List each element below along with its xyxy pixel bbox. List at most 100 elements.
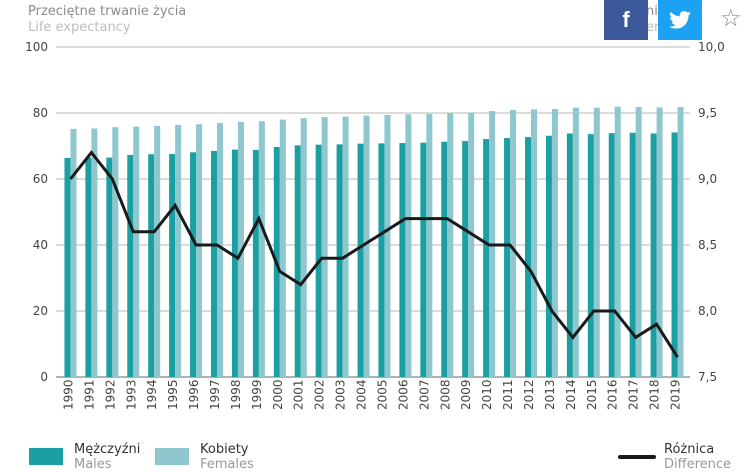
bar-females bbox=[364, 116, 370, 377]
x-tick-label: 2010 bbox=[480, 379, 494, 410]
bar-females bbox=[594, 108, 600, 377]
bar-females bbox=[259, 121, 265, 377]
bar-males bbox=[337, 144, 343, 377]
difference-line bbox=[70, 153, 677, 358]
bar-females bbox=[175, 125, 181, 377]
x-tick-label: 2014 bbox=[564, 379, 578, 410]
bar-males bbox=[64, 158, 70, 377]
right-tick-label: 9,0 bbox=[698, 172, 717, 186]
x-tick-label: 1997 bbox=[208, 379, 222, 410]
bar-males bbox=[295, 145, 301, 377]
right-tick-label: 10,0 bbox=[698, 40, 725, 54]
bar-females bbox=[468, 113, 474, 377]
x-tick-label: 2009 bbox=[459, 379, 473, 410]
right-tick-label: 8,5 bbox=[698, 238, 717, 252]
bar-females bbox=[447, 113, 453, 377]
bar-males bbox=[127, 155, 133, 377]
bar-males bbox=[546, 136, 552, 377]
bar-females bbox=[280, 120, 286, 377]
bar-males bbox=[169, 154, 175, 377]
bar-females bbox=[657, 107, 663, 377]
x-tick-label: 1992 bbox=[103, 379, 117, 410]
facebook-icon: f bbox=[622, 7, 629, 33]
bars bbox=[64, 107, 683, 377]
bar-females bbox=[678, 107, 684, 377]
bar-males bbox=[588, 134, 594, 377]
bar-males bbox=[148, 154, 154, 377]
right-tick-label: 8,0 bbox=[698, 304, 717, 318]
bar-females bbox=[322, 117, 328, 377]
bar-males bbox=[232, 150, 238, 377]
legend-label-difference-pl: Różnica bbox=[664, 442, 714, 457]
x-tick-label: 1999 bbox=[250, 379, 264, 410]
x-tick-label: 2004 bbox=[355, 379, 369, 410]
bar-females bbox=[552, 109, 558, 377]
x-tick-label: 2013 bbox=[543, 379, 557, 410]
x-tick-label: 1996 bbox=[187, 379, 201, 410]
x-tick-label: 2016 bbox=[606, 379, 620, 410]
bar-females bbox=[510, 110, 516, 377]
twitter-icon bbox=[669, 11, 691, 29]
bar-females bbox=[615, 107, 621, 377]
right-axis-ticks: 7,5 8,0 8,5 9,0 9,5 10,0 bbox=[698, 40, 725, 384]
bar-males bbox=[609, 133, 615, 377]
bar-males bbox=[441, 142, 447, 377]
bar-females bbox=[426, 114, 432, 377]
bar-males bbox=[106, 158, 112, 377]
x-tick-label: 2012 bbox=[522, 379, 536, 410]
bar-males bbox=[85, 158, 91, 377]
legend-label-males-pl: Mężczyźni bbox=[74, 442, 140, 457]
x-tick-label: 1995 bbox=[166, 379, 180, 410]
x-tick-label: 2008 bbox=[438, 379, 452, 410]
x-tick-label: 1993 bbox=[124, 379, 138, 410]
bar-males bbox=[567, 133, 573, 377]
bar-males bbox=[462, 141, 468, 377]
bar-males bbox=[378, 143, 384, 377]
bar-males bbox=[525, 137, 531, 377]
x-tick-label: 2018 bbox=[648, 379, 662, 410]
bar-females bbox=[196, 124, 202, 377]
bar-females bbox=[405, 114, 411, 377]
bar-females bbox=[70, 129, 76, 377]
x-tick-label: 1998 bbox=[229, 379, 243, 410]
x-tick-label: 2007 bbox=[417, 379, 431, 410]
legend-label-males-en: Males bbox=[74, 457, 112, 472]
bar-males bbox=[651, 133, 657, 377]
legend-swatch-males bbox=[29, 448, 63, 465]
legend-label-females-en: Females bbox=[200, 457, 254, 472]
bar-females bbox=[112, 127, 118, 377]
bar-males bbox=[358, 144, 364, 377]
x-tick-label: 2006 bbox=[396, 379, 410, 410]
bar-females bbox=[301, 118, 307, 377]
bar-males bbox=[399, 143, 405, 377]
bar-males bbox=[630, 133, 636, 377]
difference-line-group bbox=[70, 153, 677, 358]
left-tick-label: 40 bbox=[33, 238, 48, 252]
star-bookmark-icon[interactable]: ☆ bbox=[720, 4, 742, 32]
facebook-share-button[interactable]: f bbox=[604, 0, 648, 40]
x-tick-label: 2011 bbox=[501, 379, 515, 410]
bar-females bbox=[91, 129, 97, 377]
x-tick-label: 2002 bbox=[313, 379, 327, 410]
right-tick-label: 9,5 bbox=[698, 106, 717, 120]
left-tick-label: 100 bbox=[25, 40, 48, 54]
x-tick-label: 1994 bbox=[145, 379, 159, 410]
bar-males bbox=[483, 139, 489, 377]
legend-label-females-pl: Kobiety bbox=[200, 442, 248, 457]
x-tick-label: 2001 bbox=[292, 379, 306, 410]
bar-females bbox=[384, 115, 390, 377]
left-tick-label: 0 bbox=[40, 370, 48, 384]
legend-swatch-females bbox=[155, 448, 189, 465]
bar-males bbox=[504, 138, 510, 377]
bar-females bbox=[531, 109, 537, 377]
bar-females bbox=[343, 117, 349, 377]
bar-males bbox=[253, 150, 259, 377]
twitter-share-button[interactable]: 🐦 bbox=[658, 0, 702, 40]
bar-males bbox=[420, 143, 426, 377]
right-tick-label: 7,5 bbox=[698, 370, 717, 384]
left-tick-label: 80 bbox=[33, 106, 48, 120]
x-tick-label: 2015 bbox=[585, 379, 599, 410]
x-tick-label: 1991 bbox=[82, 379, 96, 410]
